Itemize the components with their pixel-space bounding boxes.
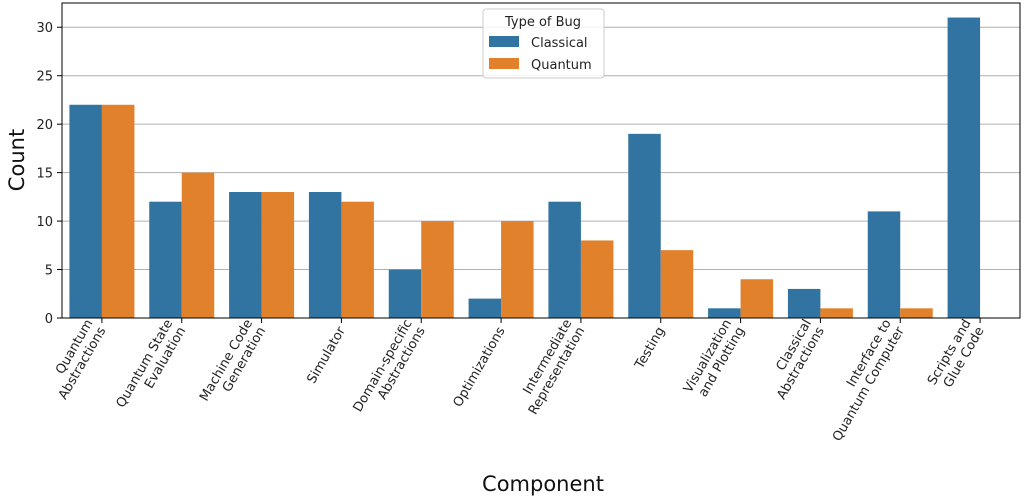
x-tick-label-line: Simulator xyxy=(305,324,350,386)
bar-classical xyxy=(69,104,102,319)
y-tick-label: 10 xyxy=(36,215,53,230)
legend-label-quantum: Quantum xyxy=(531,58,592,73)
legend: Type of Bug Classical Quantum xyxy=(482,8,605,79)
bar-quantum xyxy=(181,172,215,318)
plot-frame xyxy=(61,2,1021,319)
legend-swatch-quantum xyxy=(489,58,519,69)
x-axis-title: Component xyxy=(482,472,604,496)
y-axis-ticks: 0 5 10 15 20 25 30 xyxy=(36,21,62,327)
bar-quantum xyxy=(660,250,694,318)
bar-quantum xyxy=(820,308,853,318)
y-tick-label: 0 xyxy=(45,312,53,327)
y-tick-label: 5 xyxy=(45,264,53,279)
bar-classical xyxy=(628,133,661,318)
bars xyxy=(69,17,981,319)
bar-classical xyxy=(468,298,502,318)
x-tick-label-line: Testing xyxy=(632,325,668,373)
x-tick-label: Testing xyxy=(632,325,668,373)
x-tick-label-line: Optimizations xyxy=(451,324,509,410)
bar-quantum xyxy=(421,221,454,318)
y-tick-label: 15 xyxy=(36,167,53,182)
legend-swatch-classical xyxy=(489,36,519,47)
bar-classical xyxy=(548,201,581,318)
legend-title: Type of Bug xyxy=(504,15,581,30)
y-tick-label: 30 xyxy=(36,21,53,36)
bar-classical xyxy=(149,201,182,318)
x-tick-label: Simulator xyxy=(305,324,350,386)
y-axis-title: Count xyxy=(5,129,29,191)
bar-quantum xyxy=(580,240,614,318)
legend-label-classical: Classical xyxy=(531,36,588,51)
bar-quantum xyxy=(341,201,374,318)
bar-classical xyxy=(229,192,262,318)
y-tick-label: 25 xyxy=(36,70,53,85)
bar-classical xyxy=(947,17,981,319)
bar-classical xyxy=(708,308,741,318)
bar-classical xyxy=(867,211,901,318)
bar-quantum xyxy=(501,221,534,318)
bar-quantum xyxy=(900,308,933,318)
bar-quantum xyxy=(740,279,774,318)
x-tick-label: Optimizations xyxy=(451,324,509,410)
bar-quantum xyxy=(101,104,135,319)
bar-classical xyxy=(308,192,342,318)
bar-quantum xyxy=(261,192,295,318)
bar-classical xyxy=(787,288,821,318)
bar-classical xyxy=(388,269,422,318)
y-tick-label: 20 xyxy=(36,118,53,133)
